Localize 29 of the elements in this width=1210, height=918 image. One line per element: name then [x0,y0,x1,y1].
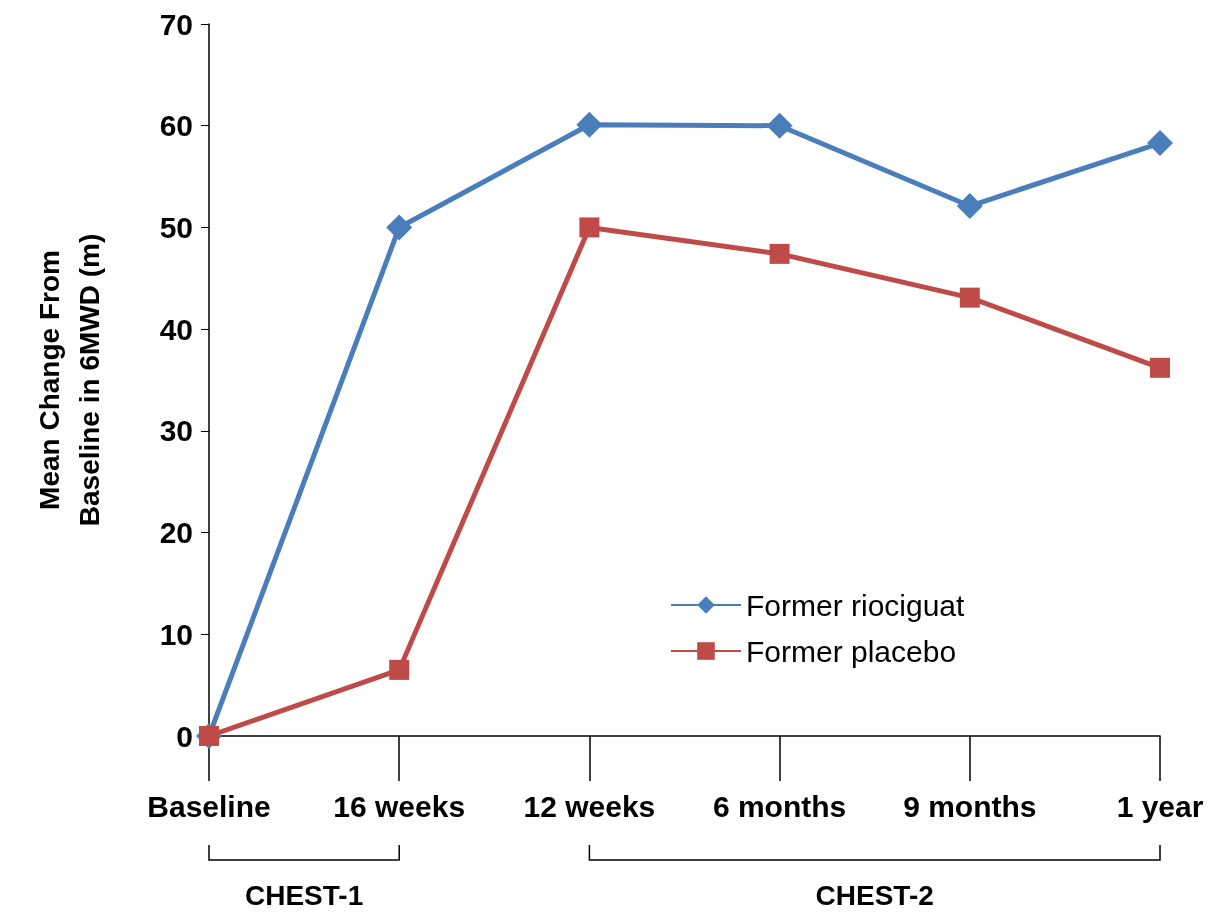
point [1150,357,1170,378]
text: CHEST-2 [815,879,934,911]
point [576,111,603,138]
x-tick-label: 16 weeks [333,789,466,823]
legend-label: Former placebo [746,634,957,668]
x-tick-label: 6 months [712,789,847,823]
y-tick-label: 70 [159,7,193,41]
y-axis-title: Mean Change From Baseline in 6MWD (m) [33,233,105,527]
point [769,243,790,264]
y-tick-label: 60 [159,109,193,143]
legend-label: Former riociguat [746,588,966,622]
point [959,287,980,308]
y-tick-label: 0 [176,719,193,753]
point [766,112,793,139]
point [389,659,410,680]
x-tick-label: 9 months [903,789,1037,823]
y-tick-label: 50 [159,210,193,244]
point [956,193,983,220]
y-tick-label: 10 [159,617,193,651]
y-tick-label: 20 [159,516,193,550]
point [579,217,600,238]
text: CHEST-1 [244,879,364,911]
point [386,214,413,241]
point [1147,130,1173,157]
x-tick-label: 1 year [1116,789,1204,823]
x-tick-label: Baseline [147,789,271,823]
x-tick-label: 12 weeks [523,789,656,823]
y-tick-label: 40 [159,312,193,346]
y-tick-label: 30 [159,414,193,448]
